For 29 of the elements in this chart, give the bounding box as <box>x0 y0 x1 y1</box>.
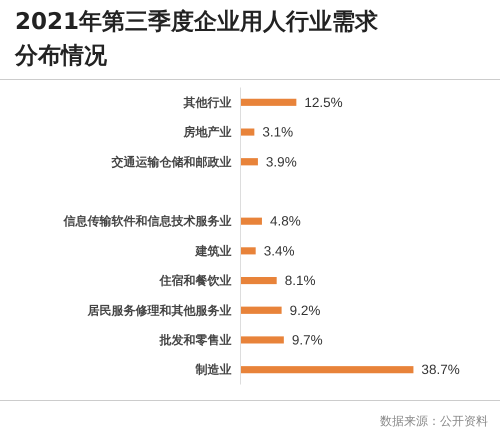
bar <box>240 218 262 225</box>
y-tick-label: 其他行业 <box>182 95 232 110</box>
data-label: 3.9% <box>266 154 297 170</box>
bar <box>240 306 282 314</box>
data-label: 38.7% <box>421 362 460 378</box>
data-label: 12.5% <box>304 94 343 110</box>
data-label: 3.4% <box>264 243 294 258</box>
bar <box>240 98 296 106</box>
y-tick-label: 居民服务修理和其他服务业 <box>86 303 232 318</box>
y-tick-label: 批发和零售业 <box>158 332 232 347</box>
y-tick-label: 信息传输软件和信息技术服务业 <box>62 214 232 228</box>
y-tick-label: 住宿和餐饮业 <box>158 274 232 288</box>
data-label: 8.1% <box>284 273 316 288</box>
data-label: 9.7% <box>292 332 323 348</box>
y-tick-label: 建筑业 <box>194 244 232 258</box>
bar <box>240 128 254 136</box>
bar <box>240 336 284 344</box>
bar <box>240 247 256 254</box>
bar <box>240 158 258 166</box>
data-label: 3.1% <box>262 124 294 140</box>
bar <box>240 366 414 374</box>
data-label: 9.2% <box>290 302 320 318</box>
bar <box>240 276 277 284</box>
data-label: 4.8% <box>270 214 301 229</box>
y-tick-label: 交通运输仓储和邮政业 <box>110 154 232 169</box>
y-tick-label: 房地产业 <box>182 125 232 140</box>
source-note: 数据来源：公开资料 <box>380 413 488 430</box>
chart-title: 2021年第三季度企业用人行业需求分布情况 <box>15 8 380 71</box>
y-tick-label: 制造业 <box>194 362 232 377</box>
